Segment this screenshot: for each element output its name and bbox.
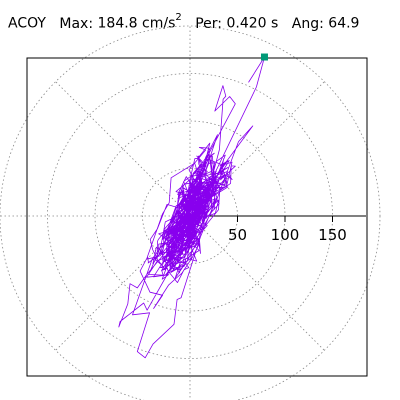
period-value: 0.420 s <box>226 15 279 32</box>
radial-tick-label: 50 <box>228 226 247 244</box>
polar-axes <box>190 215 366 222</box>
max-label: Max: <box>59 15 94 32</box>
orbit-trace <box>118 56 265 359</box>
angle-value: 64.9 <box>328 15 360 32</box>
radial-tick-label: 100 <box>271 226 300 244</box>
peak-marker-layer <box>260 53 268 61</box>
radial-tick-label: 150 <box>318 226 347 244</box>
peak-marker <box>260 53 268 61</box>
grid-spoke <box>189 215 325 351</box>
grid-spoke <box>55 215 191 351</box>
plot-header: ACOY Max: 184.8 cm/s2 Per: 0.420 s Ang: … <box>8 12 360 32</box>
grid-ring <box>0 25 381 400</box>
max-unit-exponent: 2 <box>175 12 182 23</box>
plot-frame <box>26 57 368 377</box>
angle-label: Ang: <box>291 15 324 32</box>
channel-name: ACOY <box>8 15 46 32</box>
max-unit: cm/s <box>142 15 176 32</box>
orbit-layer <box>118 56 265 359</box>
radial-tick-labels: 50 100 150 <box>228 226 347 244</box>
max-value: 184.8 <box>97 15 138 32</box>
